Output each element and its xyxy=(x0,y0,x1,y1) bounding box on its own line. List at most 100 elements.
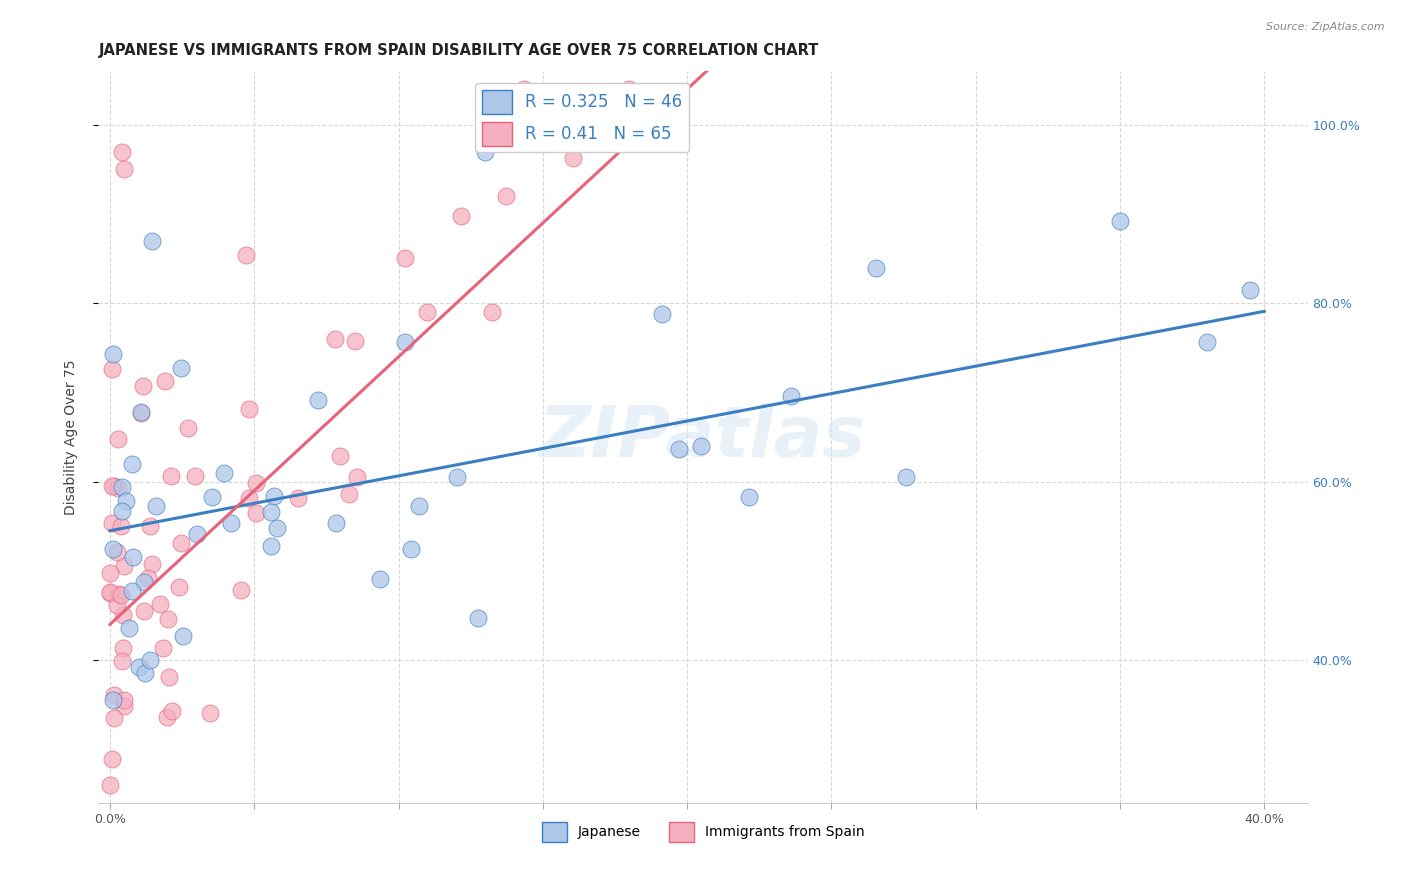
Point xyxy=(894,470,917,484)
Point xyxy=(238,401,260,416)
Point xyxy=(149,597,172,611)
Point xyxy=(416,304,439,318)
Point xyxy=(399,542,422,557)
Point xyxy=(160,469,183,483)
Point xyxy=(186,527,208,541)
Point xyxy=(325,516,347,530)
Point xyxy=(110,480,132,494)
Point xyxy=(134,666,156,681)
Point xyxy=(231,583,253,598)
Point xyxy=(651,307,673,321)
Point xyxy=(287,491,309,505)
Point xyxy=(103,693,125,707)
Point xyxy=(446,469,468,483)
Point xyxy=(121,457,143,471)
Point xyxy=(481,305,503,319)
Point xyxy=(176,420,198,434)
Point xyxy=(141,234,163,248)
Point xyxy=(235,248,257,262)
Point xyxy=(139,653,162,667)
Point xyxy=(98,778,121,792)
Text: ZIPatlas: ZIPatlas xyxy=(540,402,866,472)
Point xyxy=(170,535,193,549)
Point xyxy=(394,335,416,350)
Point xyxy=(408,499,430,513)
Point xyxy=(98,585,121,599)
Point xyxy=(101,347,124,361)
Point xyxy=(98,566,121,581)
Legend: Japanese, Immigrants from Spain: Japanese, Immigrants from Spain xyxy=(536,816,870,847)
Point xyxy=(1109,214,1132,228)
Text: JAPANESE VS IMMIGRANTS FROM SPAIN DISABILITY AGE OVER 75 CORRELATION CHART: JAPANESE VS IMMIGRANTS FROM SPAIN DISABI… xyxy=(98,43,818,58)
Point xyxy=(136,571,159,585)
Point xyxy=(103,711,125,725)
Point xyxy=(160,705,183,719)
Point xyxy=(513,82,536,96)
Point xyxy=(101,362,124,376)
Point xyxy=(214,466,236,480)
Point xyxy=(101,752,124,766)
Point xyxy=(107,481,129,495)
Point xyxy=(139,519,162,533)
Point xyxy=(112,558,135,573)
Point xyxy=(118,621,141,635)
Point xyxy=(112,693,135,707)
Point xyxy=(121,584,143,599)
Point xyxy=(157,671,180,685)
Point xyxy=(346,470,368,484)
Point xyxy=(343,334,366,349)
Point xyxy=(107,587,129,601)
Point xyxy=(474,145,496,159)
Point xyxy=(115,494,138,508)
Point xyxy=(152,641,174,656)
Point xyxy=(156,710,179,724)
Point xyxy=(112,608,135,623)
Point xyxy=(172,629,194,643)
Point xyxy=(112,698,135,713)
Point xyxy=(266,521,288,535)
Point xyxy=(668,442,690,456)
Point xyxy=(111,640,134,655)
Point xyxy=(122,550,145,565)
Point xyxy=(184,469,207,483)
Point xyxy=(107,432,129,446)
Point xyxy=(170,361,193,376)
Point xyxy=(110,519,132,533)
Point xyxy=(219,516,242,530)
Point xyxy=(101,516,124,530)
Point xyxy=(779,389,801,403)
Point xyxy=(238,491,260,505)
Point xyxy=(100,586,122,600)
Point xyxy=(337,487,360,501)
Point xyxy=(156,612,179,626)
Point xyxy=(467,611,489,625)
Point xyxy=(1239,283,1261,297)
Point xyxy=(153,374,176,388)
Point xyxy=(107,598,129,612)
Point xyxy=(394,251,416,265)
Point xyxy=(1195,335,1218,350)
Point xyxy=(105,545,128,559)
Point xyxy=(260,540,283,554)
Point xyxy=(128,659,150,673)
Point xyxy=(865,261,887,276)
Point xyxy=(129,405,152,419)
Point xyxy=(129,406,152,420)
Point xyxy=(368,572,391,586)
Point xyxy=(103,479,125,493)
Point xyxy=(200,706,222,720)
Point xyxy=(260,505,283,519)
Point xyxy=(132,574,155,589)
Point xyxy=(112,162,135,177)
Point xyxy=(495,189,517,203)
Y-axis label: Disability Age Over 75: Disability Age Over 75 xyxy=(63,359,77,515)
Point xyxy=(167,580,190,594)
Point xyxy=(110,588,132,602)
Point xyxy=(132,603,155,617)
Point xyxy=(561,151,583,165)
Point xyxy=(245,507,267,521)
Point xyxy=(329,449,352,463)
Point xyxy=(111,504,134,518)
Point xyxy=(323,332,346,346)
Point xyxy=(141,557,163,571)
